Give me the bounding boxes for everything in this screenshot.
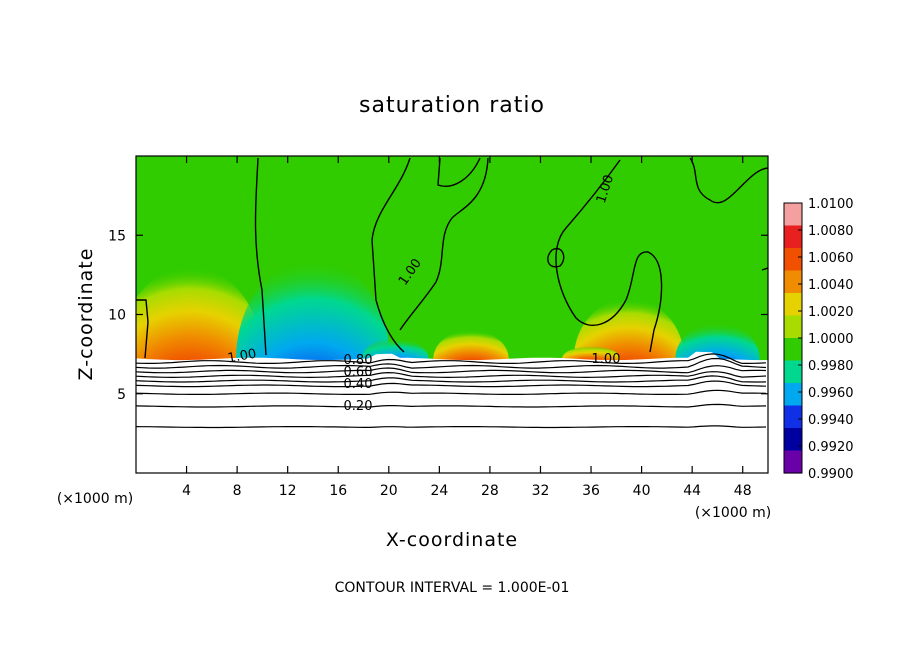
- contour-line: [136, 375, 767, 383]
- x-tick-label: 40: [633, 483, 651, 499]
- contour-label: 0.80: [344, 353, 373, 368]
- colorbar-swatch: [784, 383, 802, 407]
- colorbar-tick-label: 1.0040: [808, 278, 854, 293]
- x-tick-label: 44: [683, 483, 701, 499]
- colorbar-tick-label: 0.9960: [808, 386, 854, 401]
- x-tick-label: 28: [481, 483, 499, 499]
- colorbar-tick-label: 1.0100: [808, 197, 854, 212]
- colorbar-tick-label: 0.9940: [808, 413, 854, 428]
- contour-line: [136, 389, 767, 395]
- x-tick-label: 4: [182, 483, 191, 499]
- y-tick-label: 10: [108, 308, 126, 324]
- x-tick-label: 20: [380, 483, 398, 499]
- contour-line: [136, 365, 767, 374]
- x-tick-label: 16: [329, 483, 347, 499]
- colorbar-swatch: [784, 203, 802, 227]
- colorbar-swatch: [784, 293, 802, 317]
- colorbar-tick-label: 0.9900: [808, 467, 854, 482]
- x-tick-label: 48: [734, 483, 752, 499]
- colorbar-tick-label: 0.9980: [808, 359, 854, 374]
- contour-label: 0.20: [344, 399, 373, 414]
- colorbar-swatch: [784, 428, 802, 452]
- contour-line: [136, 357, 767, 369]
- contour-label: 1.00: [227, 347, 258, 367]
- x-axis-ticks: 4 8 12 16 20 24 28 32 36 40 44 48: [182, 156, 752, 499]
- colorbar-swatch: [784, 360, 802, 384]
- colorbar-tick-label: 1.0020: [808, 305, 854, 320]
- y-axis-ticks: 5 10 15: [108, 228, 768, 403]
- x-tick-label: 36: [582, 483, 600, 499]
- y-axis-label: Z-coordinate: [75, 248, 97, 381]
- colorbar: 1.0100 1.0080 1.0060 1.0040 1.0020 1.0000 0.99…: [783, 197, 854, 482]
- colorbar-swatch: [784, 248, 802, 272]
- colorbar-tick-label: 0.9920: [808, 440, 854, 455]
- x-tick-label: 32: [532, 483, 550, 499]
- colorbar-swatch: [784, 450, 802, 474]
- contour-line: [136, 403, 767, 408]
- stratified-contour-lines: [136, 353, 767, 429]
- colorbar-tick-label: 1.0080: [808, 224, 854, 239]
- contour-label: 0.60: [344, 365, 373, 380]
- colorbar-swatch: [784, 225, 802, 249]
- z-unit-label: (×1000 m): [57, 491, 133, 507]
- contour-line: [136, 353, 767, 364]
- contour-line: [136, 425, 767, 429]
- contour-label: 0.40: [344, 377, 373, 392]
- contour-line: [136, 380, 767, 388]
- x-tick-label: 8: [233, 483, 242, 499]
- contour-interval-note: CONTOUR INTERVAL = 1.000E-01: [335, 580, 570, 596]
- colorbar-swatch: [784, 270, 802, 294]
- contour-label: 1.00: [592, 352, 621, 367]
- contour-line: [136, 371, 767, 379]
- y-tick-label: 5: [117, 387, 126, 403]
- contour-lines: [136, 157, 768, 359]
- y-tick-label: 15: [108, 228, 126, 244]
- colorbar-swatch: [784, 338, 802, 362]
- colorbar-tick-label: 1.0060: [808, 251, 854, 266]
- x-tick-label: 12: [279, 483, 297, 499]
- plot-area: 1.00 1.00 1.00 1.00 0.80 0.60 0.40 0.20: [136, 156, 768, 473]
- colorbar-tick-label: 1.0000: [808, 332, 854, 347]
- x-unit-label: (×1000 m): [695, 505, 771, 521]
- x-tick-label: 24: [430, 483, 448, 499]
- colorbar-swatch: [784, 405, 802, 429]
- colorbar-swatch: [784, 315, 802, 339]
- x-axis-label: X-coordinate: [386, 529, 518, 551]
- chart-title: saturation ratio: [359, 93, 545, 118]
